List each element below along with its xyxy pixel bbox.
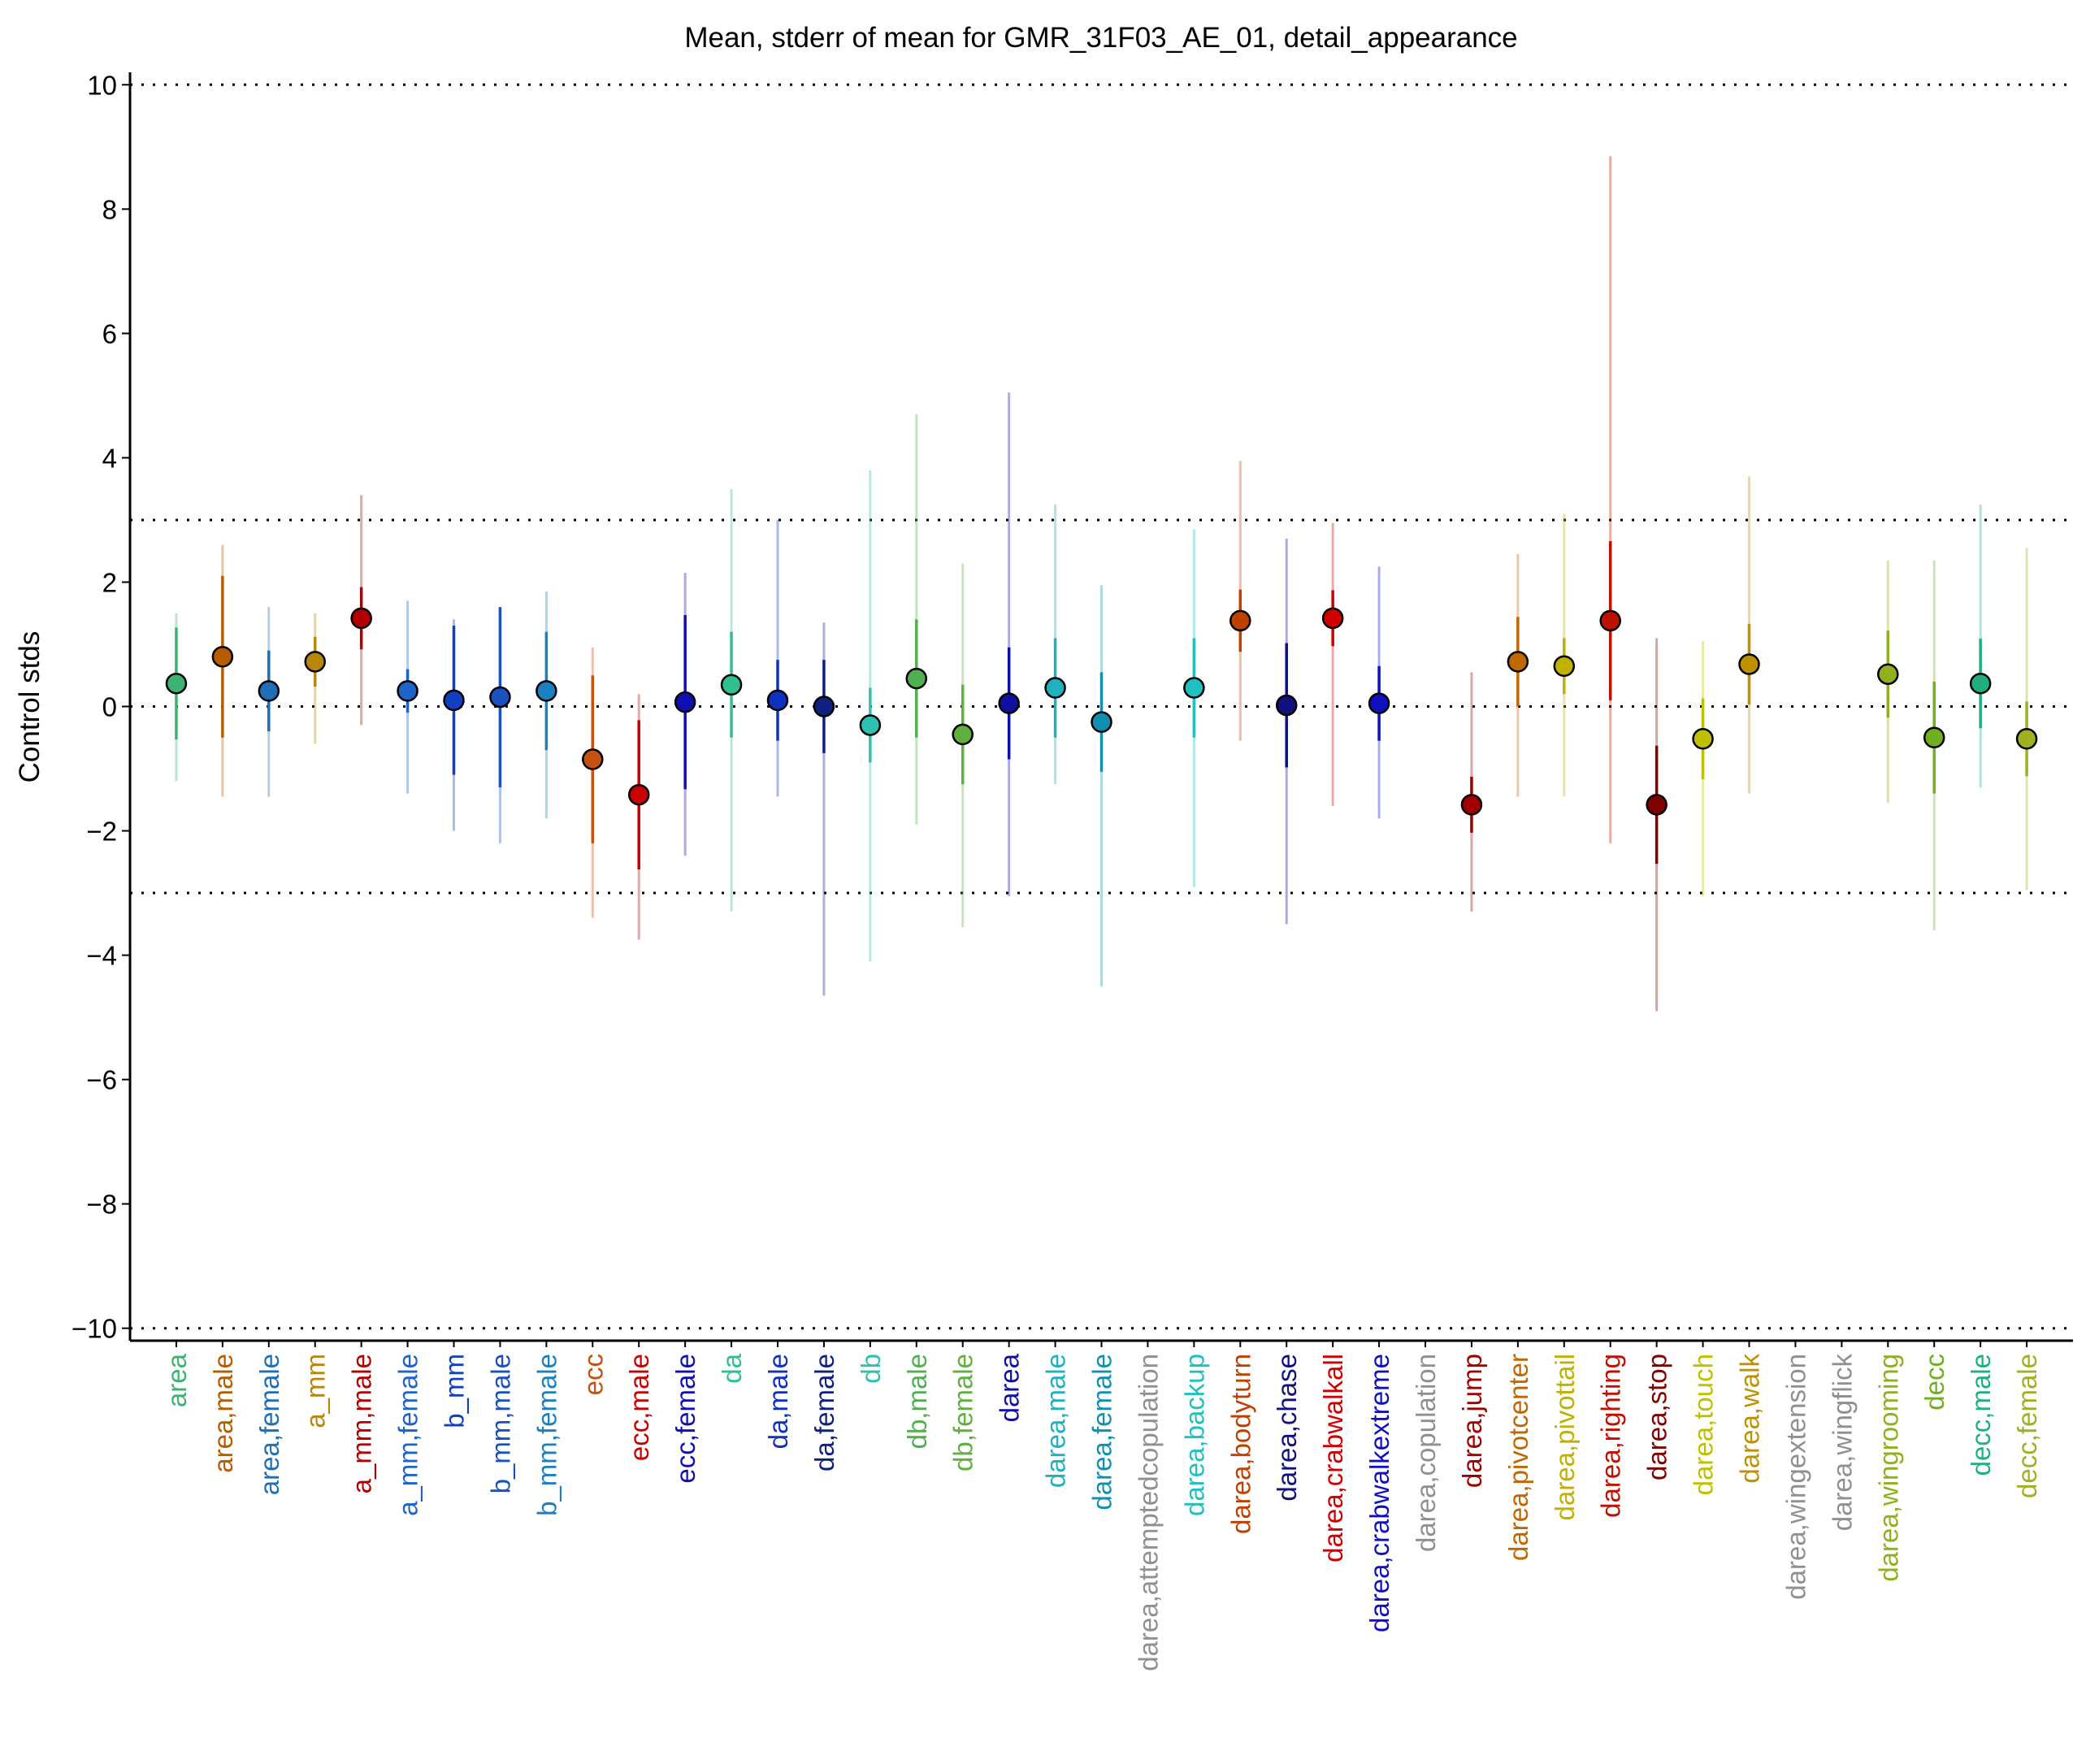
x-tick-label: darea,female: [1087, 1354, 1117, 1510]
mean-marker: [258, 680, 280, 702]
x-tick-label: area,male: [208, 1354, 238, 1473]
x-tick-label: db: [856, 1354, 886, 1384]
mean-marker: [1646, 794, 1667, 816]
x-tick-label: b_mm,female: [531, 1354, 562, 1516]
x-tick-label: b_mm,male: [485, 1354, 515, 1493]
x-tick-label: darea,copulation: [1411, 1354, 1441, 1552]
mean-marker: [350, 607, 372, 630]
mean-marker: [443, 689, 465, 712]
x-tick-label: a_mm: [301, 1354, 331, 1428]
mean-marker: [998, 692, 1020, 714]
chart-title: Mean, stderr of mean for GMR_31F03_AE_01…: [684, 22, 1517, 54]
y-tick-label: 4: [102, 443, 117, 473]
mean-marker: [1321, 607, 1344, 630]
y-tick-label: 8: [102, 194, 117, 224]
mean-marker: [859, 714, 882, 736]
y-tick-label: 0: [102, 692, 117, 722]
x-tick-label: darea,crabwalkextreme: [1364, 1354, 1394, 1632]
x-tick-label: db,female: [948, 1354, 978, 1471]
x-tick-label: darea,wingflick: [1827, 1354, 1857, 1532]
y-tick-label: −10: [72, 1314, 117, 1344]
x-tick-label: darea,righting: [1596, 1354, 1626, 1518]
mean-marker: [1229, 609, 1251, 632]
mean-marker: [627, 783, 650, 806]
x-tick-label: darea,walk: [1735, 1354, 1765, 1484]
x-tick-label: darea: [995, 1353, 1025, 1422]
y-tick-label: 6: [102, 319, 117, 349]
x-tick-label: darea,male: [1041, 1354, 1071, 1488]
x-tick-label: darea,jump: [1457, 1354, 1487, 1488]
x-tick-label: decc,male: [1966, 1354, 1996, 1476]
x-tick-label: area: [162, 1353, 192, 1407]
mean-marker: [813, 696, 835, 717]
mean-marker: [1091, 711, 1112, 733]
y-axis-label: Control stds: [14, 631, 46, 783]
mean-marker: [1044, 677, 1066, 699]
mean-marker: [1183, 677, 1205, 699]
x-tick-label: da: [717, 1353, 747, 1383]
mean-marker: [1969, 672, 1992, 695]
mean-marker: [1460, 794, 1483, 816]
mean-marker: [1877, 663, 1899, 685]
x-tick-label: darea,backup: [1179, 1354, 1209, 1516]
x-tick-label: ecc,female: [670, 1354, 700, 1484]
mean-marker: [1275, 694, 1298, 717]
mean-marker: [1599, 609, 1621, 632]
x-tick-label: a_mm,male: [347, 1354, 377, 1493]
mean-marker: [397, 680, 419, 702]
x-tick-label: da,female: [809, 1354, 839, 1471]
mean-marker: [905, 667, 928, 690]
x-tick-label: darea,crabwalkall: [1318, 1354, 1348, 1562]
y-tick-label: 2: [102, 567, 117, 597]
mean-marker: [2015, 728, 2038, 750]
mean-marker: [536, 680, 557, 702]
mean-marker: [1738, 653, 1760, 675]
x-tick-label: darea,attemptedcopulation: [1133, 1354, 1163, 1671]
mean-marker: [1923, 726, 1945, 749]
x-tick-label: decc,female: [2012, 1354, 2042, 1498]
x-tick-label: da,male: [763, 1354, 793, 1449]
x-tick-label: darea,pivottail: [1550, 1354, 1580, 1520]
x-tick-label: ecc,male: [624, 1354, 654, 1461]
x-tick-label: db,male: [902, 1354, 932, 1449]
x-tick-label: decc: [1919, 1354, 1949, 1411]
x-tick-label: darea,wingextension: [1780, 1354, 1811, 1600]
x-tick-label: darea,touch: [1689, 1354, 1719, 1495]
mean-marker: [304, 651, 326, 673]
mean-marker: [1553, 655, 1576, 678]
x-tick-label: darea,pivotcenter: [1503, 1354, 1533, 1561]
y-tick-label: 10: [87, 70, 117, 100]
x-tick-label: darea,bodyturn: [1225, 1354, 1256, 1534]
mean-marker: [211, 646, 234, 668]
y-tick-label: −2: [86, 817, 117, 847]
mean-marker: [1507, 651, 1529, 673]
mean-marker: [720, 674, 743, 696]
mean-marker: [766, 689, 789, 712]
x-tick-label: area,female: [254, 1354, 284, 1495]
x-tick-label: darea,wingrooming: [1873, 1354, 1903, 1582]
mean-marker: [489, 686, 511, 709]
x-tick-label: a_mm,female: [393, 1354, 423, 1516]
y-tick-label: −8: [86, 1190, 117, 1220]
y-tick-label: −4: [86, 941, 117, 971]
mean-marker: [582, 748, 604, 770]
mean-marker: [1692, 728, 1714, 750]
x-tick-label: b_mm: [440, 1354, 470, 1428]
x-tick-label: darea,stop: [1642, 1354, 1672, 1480]
mean-marker: [165, 672, 188, 695]
y-tick-label: −6: [86, 1065, 117, 1095]
mean-marker: [674, 691, 696, 713]
mean-marker: [1368, 692, 1390, 714]
mean-marker: [952, 723, 974, 746]
x-tick-label: ecc: [578, 1354, 608, 1395]
x-tick-label: darea,chase: [1272, 1354, 1302, 1502]
